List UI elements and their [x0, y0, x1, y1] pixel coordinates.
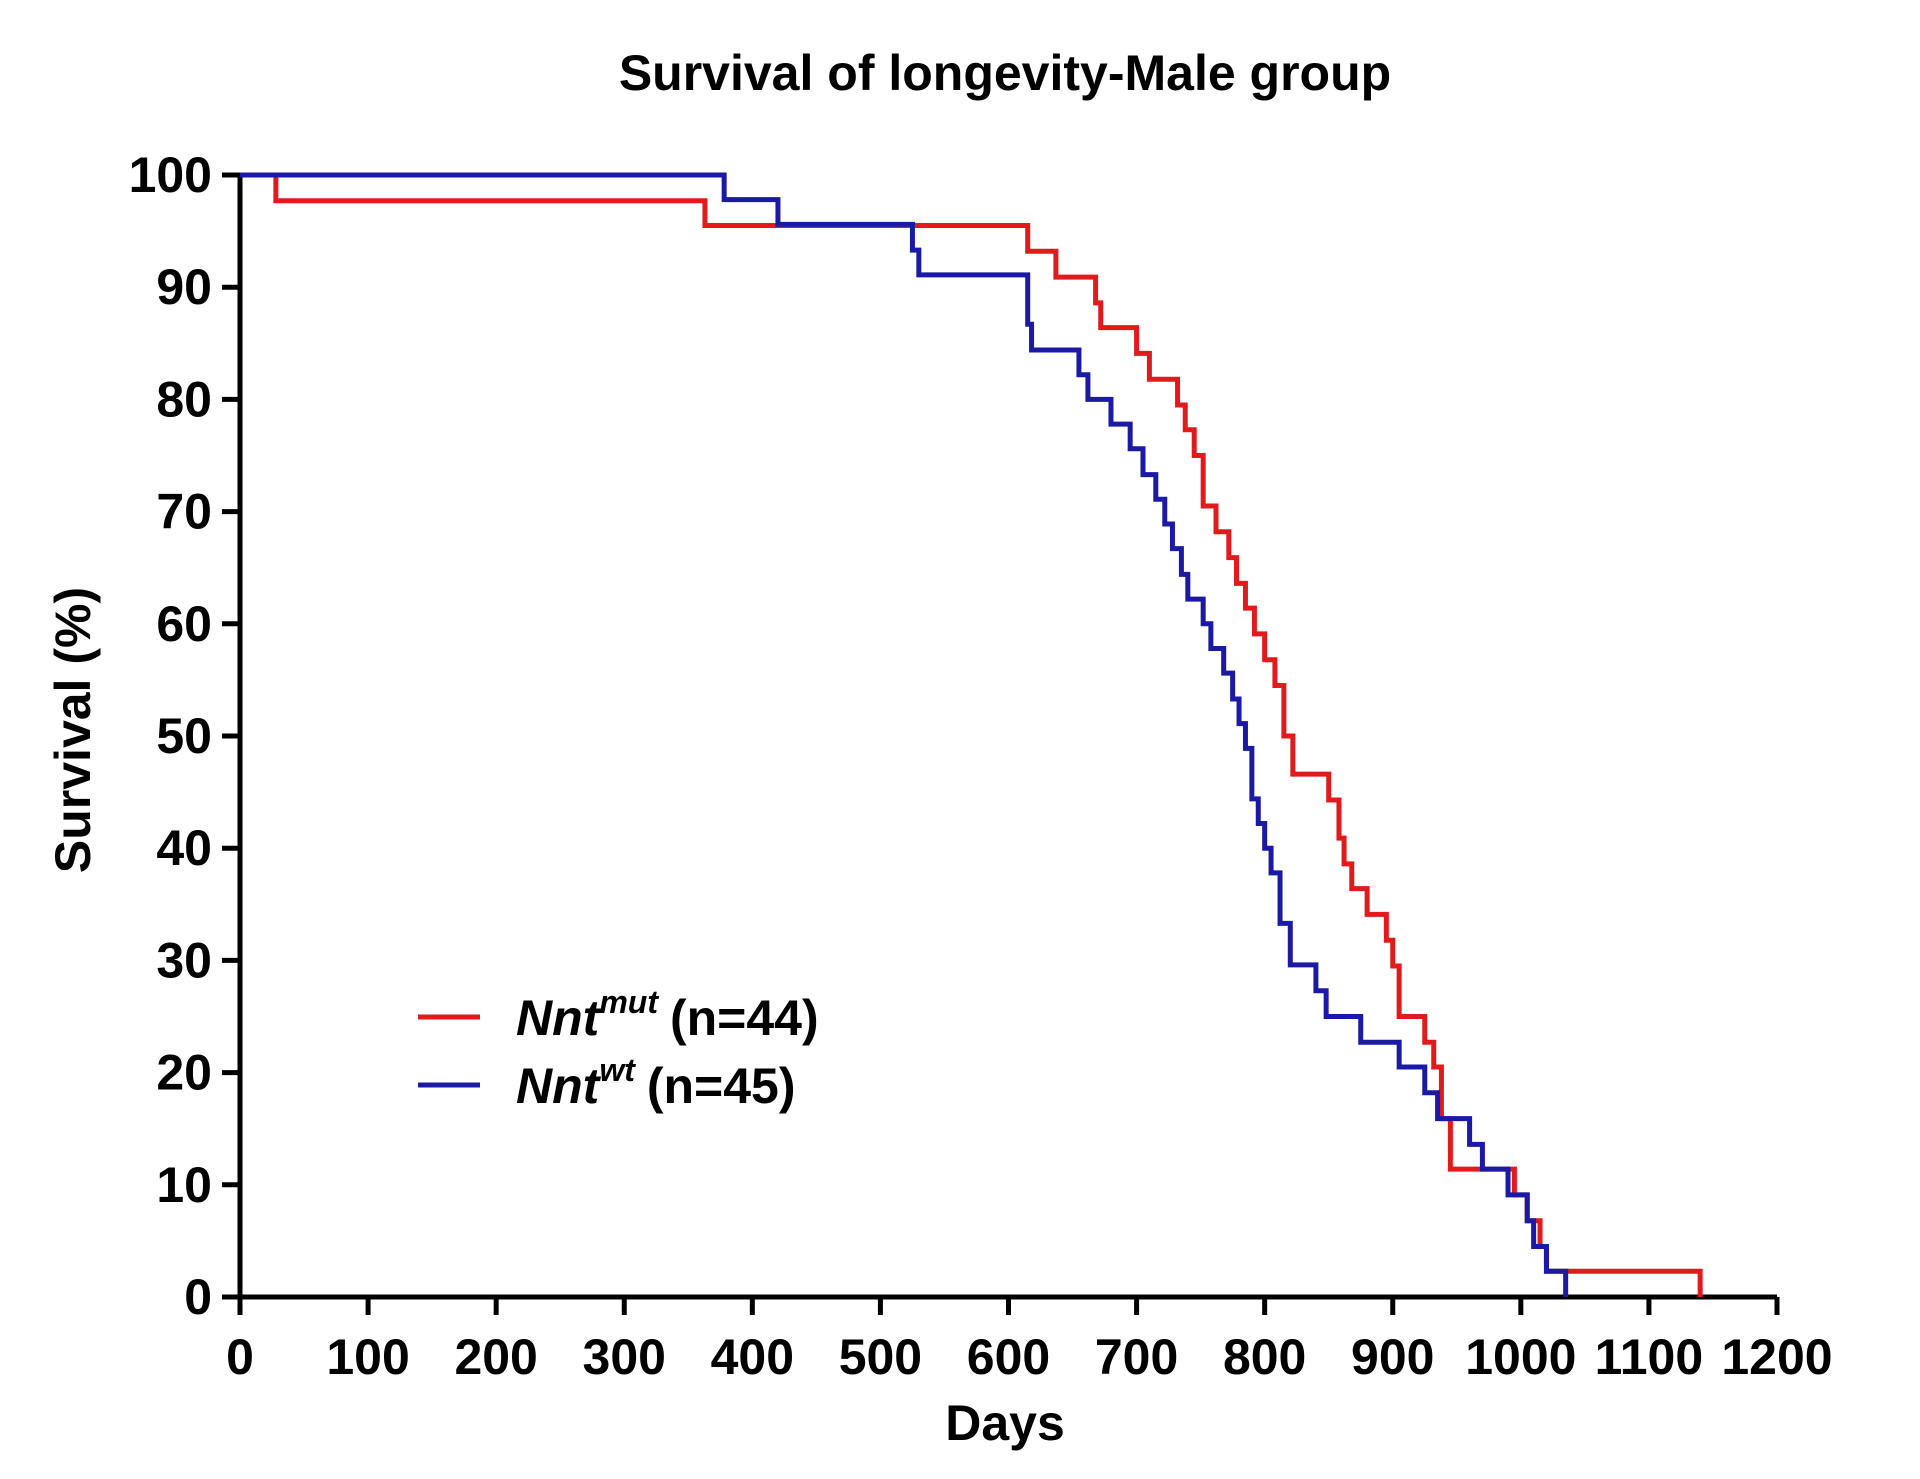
y-tick-label: 30: [156, 932, 212, 988]
legend: Nntmut (n=44)Nntwt (n=45): [418, 984, 819, 1114]
series-line-mut: [240, 172, 1703, 1297]
x-ticks: 0 100 200 300 400 500 600 700 800 900 1000 1100 1200: [226, 1297, 1833, 1385]
y-tick-label: 70: [156, 484, 212, 540]
x-tick-label: 100: [326, 1329, 409, 1385]
x-tick-label: 1100: [1595, 1329, 1703, 1385]
x-tick-label: 0: [226, 1329, 254, 1385]
x-tick-label: 500: [839, 1329, 922, 1385]
y-tick-label: 20: [156, 1045, 212, 1101]
legend-superscript: mut: [599, 984, 659, 1020]
x-axis-label: Days: [945, 1395, 1065, 1451]
axes: 0 100 200 300 400 500 600 700 800 900 1000 1100 1200…: [129, 147, 1833, 1385]
y-tick-label: 10: [156, 1157, 212, 1213]
x-tick-label: 400: [711, 1329, 794, 1385]
y-tick-label: 40: [156, 820, 212, 876]
series-line-wt: [240, 172, 1569, 1297]
y-tick-label: 0: [184, 1269, 212, 1325]
series-layer: [240, 172, 1703, 1297]
legend-base: Nnt: [516, 990, 602, 1046]
x-tick-label: 900: [1351, 1329, 1434, 1385]
x-tick-label: 300: [583, 1329, 666, 1385]
legend-label-wt: Nntwt (n=45): [516, 1052, 796, 1114]
y-tick-label: 50: [156, 708, 212, 764]
x-tick-label: 700: [1095, 1329, 1178, 1385]
x-tick-label: 1200: [1721, 1329, 1832, 1385]
legend-superscript: wt: [599, 1052, 636, 1088]
y-tick-label: 80: [156, 371, 212, 427]
y-tick-label: 60: [156, 596, 212, 652]
x-tick-label: 1000: [1465, 1329, 1576, 1385]
legend-count: (n=44): [670, 990, 819, 1046]
legend-base: Nnt: [516, 1058, 602, 1114]
y-axis-label: Survival (%): [45, 587, 101, 873]
y-tick-label: 100: [129, 147, 212, 203]
x-tick-label: 600: [967, 1329, 1050, 1385]
legend-label-mut: Nntmut (n=44): [516, 984, 819, 1046]
legend-count: (n=45): [647, 1058, 796, 1114]
y-tick-label: 90: [156, 259, 212, 315]
x-tick-label: 200: [454, 1329, 537, 1385]
x-tick-label: 800: [1223, 1329, 1306, 1385]
chart-title: Survival of longevity-Male group: [619, 45, 1391, 101]
y-ticks: 0 10 20 30 40 50 60 70 80 90 100: [129, 147, 240, 1325]
